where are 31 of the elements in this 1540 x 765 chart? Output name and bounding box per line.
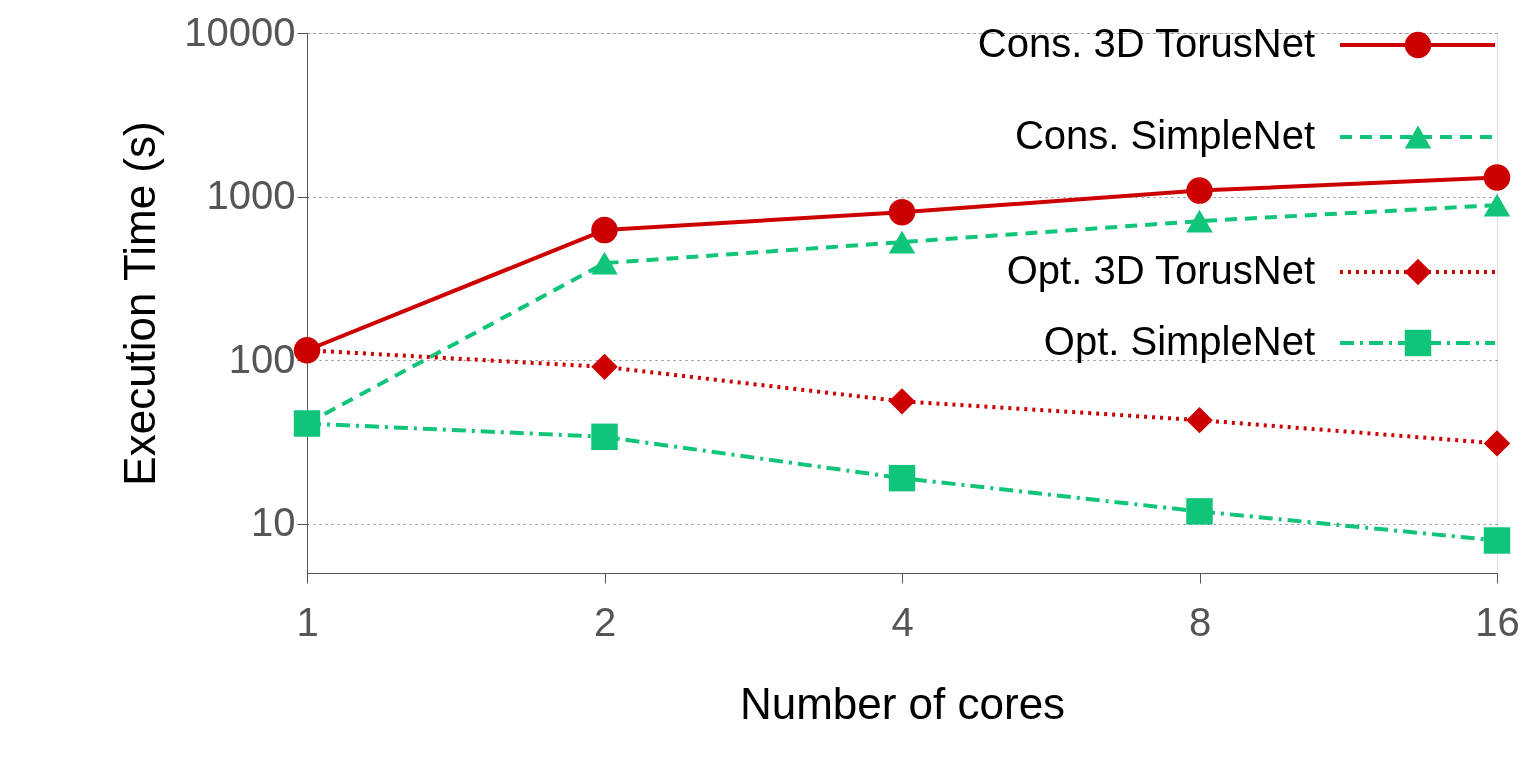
point [1186, 498, 1213, 525]
point [591, 423, 618, 451]
x-axis-title: Number of cores [739, 678, 1066, 728]
point [1483, 430, 1511, 457]
y-tick-label: 10000 [184, 9, 296, 54]
point [1186, 177, 1213, 204]
legend-label: Cons. 3D TorusNet [977, 21, 1315, 65]
legend-label: Opt. 3D TorusNet [1006, 248, 1315, 292]
legend-label: Opt. SimpleNet [1043, 319, 1315, 363]
y-axis-title: Execution Time (s) [115, 121, 165, 486]
y-tick-label: 10 [251, 500, 296, 545]
point [1483, 527, 1511, 554]
point [1483, 164, 1511, 191]
y-tick-label: 100 [228, 336, 296, 381]
x-tick-label: 16 [1475, 599, 1520, 644]
legend-label: Cons. SimpleNet [1014, 113, 1315, 157]
y-tick-label: 1000 [206, 173, 296, 218]
x-tick-label: 2 [593, 599, 617, 644]
point [1186, 209, 1213, 233]
point [1186, 406, 1213, 434]
point [888, 230, 916, 254]
point [591, 353, 618, 381]
point [591, 251, 618, 275]
x-tick-label: 1 [296, 599, 319, 644]
point [888, 388, 916, 415]
point [888, 464, 916, 492]
point [591, 216, 618, 244]
x-tick-label: 4 [891, 599, 914, 644]
point [1483, 193, 1511, 217]
x-tick-label: 8 [1188, 599, 1212, 644]
point [888, 198, 916, 226]
